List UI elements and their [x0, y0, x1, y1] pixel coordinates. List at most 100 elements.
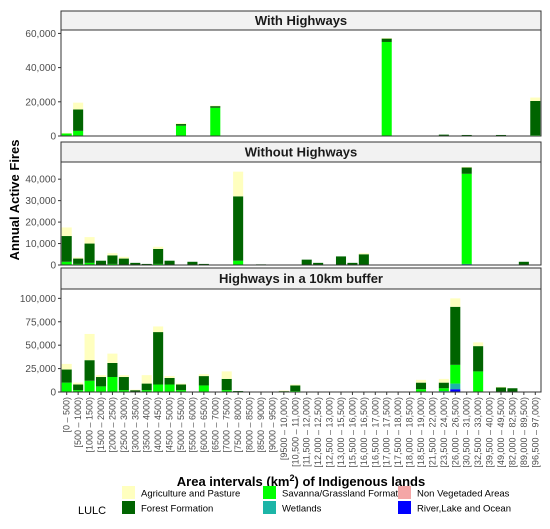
- bar-segment-savanna: [198, 385, 209, 392]
- bar-segment-savanna: [164, 384, 175, 392]
- x-tick-label: [9000 – 9500): [267, 397, 277, 453]
- bar-segment-agri: [84, 237, 95, 244]
- legend-label-nonveg: Non Vegetaded Areas: [417, 489, 510, 500]
- plot-area: [60, 288, 542, 393]
- bar-segment-agri: [175, 383, 187, 385]
- panel-title: With Highways: [255, 13, 347, 28]
- bar-segment-forest: [107, 362, 118, 378]
- legend-label-water: River,Lake and Ocean: [417, 504, 511, 515]
- x-tick-label: [7000 – 7500): [222, 397, 232, 453]
- bar-segment-forest: [358, 254, 369, 265]
- y-tick-label: 0: [50, 261, 56, 272]
- legend: LULC Agriculture and Pasture Savanna/Grass…: [78, 486, 511, 517]
- bar-segment-forest: [141, 383, 152, 391]
- bar-segment-agri: [278, 390, 289, 392]
- x-tick-label: [30,500 – 31,000): [462, 397, 472, 468]
- x-tick-label: [1500 – 2000): [96, 397, 106, 453]
- x-tick-label: [500 – 1000): [73, 397, 83, 448]
- bar-segment-wetlands: [461, 263, 472, 265]
- bar-segment-forest: [518, 261, 529, 265]
- bar-segment-forest: [507, 388, 518, 392]
- y-tick-label: 30,000: [25, 196, 56, 207]
- x-tick-label: [1000 – 1500): [85, 397, 95, 453]
- bar-segment-agri: [461, 166, 472, 168]
- bar-segment-forest: [95, 377, 107, 387]
- bar-segment-savanna: [381, 41, 392, 136]
- bar-segment-forest: [233, 196, 244, 261]
- bar-segment-savanna: [415, 389, 427, 392]
- bar-segment-forest: [84, 243, 95, 263]
- x-tick-label: [10,500 – 11,000): [290, 397, 300, 467]
- bar-segment-agri: [153, 246, 164, 249]
- x-tick-label: [6000 – 6500): [199, 397, 209, 453]
- bar-segment-forest: [164, 377, 175, 385]
- y-tick-label: 40,000: [25, 175, 56, 186]
- bar-segment-forest: [130, 390, 141, 392]
- bar-segment-savanna: [141, 390, 152, 392]
- bar-segment-savanna: [107, 377, 118, 392]
- y-tick-label: 25,000: [25, 364, 56, 375]
- bar-segment-forest: [164, 260, 175, 265]
- bar-segment-savanna: [221, 390, 232, 392]
- bar-segment-forest: [61, 369, 72, 383]
- x-tick-label: [18,000 – 18,500): [405, 397, 415, 468]
- y-tick-label: 0: [50, 132, 56, 143]
- bar-segment-savanna: [210, 107, 221, 136]
- legend-label-forest: Forest Formation: [141, 504, 213, 515]
- bar-segment-forest: [461, 134, 472, 136]
- legend-label-savanna: Savanna/Grassland Formation: [282, 489, 411, 500]
- bar-segment-agri: [438, 378, 449, 383]
- bar-segment-agri: [73, 257, 84, 259]
- bar-segment-agri: [61, 227, 72, 237]
- bar-segment-forest: [73, 258, 84, 264]
- panel-3: Highways in a 10km buffer 0 25,000 50,000 75…: [20, 267, 542, 399]
- bar-segment-forest: [313, 262, 324, 265]
- y-tick-label: 60,000: [25, 29, 56, 40]
- y-tick-label: 20,000: [25, 97, 56, 108]
- bar-segment-forest: [153, 248, 164, 264]
- x-tick-label: [3000 – 3500): [130, 397, 140, 453]
- bar-segment-agri: [175, 123, 187, 125]
- bar-segment-agri: [95, 375, 107, 378]
- bar-segment-forest: [84, 360, 95, 381]
- bar-segment-savanna: [107, 263, 118, 265]
- legend-swatch-agri: [122, 486, 135, 499]
- plot-border: [60, 161, 542, 266]
- x-tick-label: [5000 – 5500): [176, 397, 186, 453]
- x-tick-label: [4500 – 5000): [165, 397, 175, 453]
- x-tick-label: [16,000 – 16,500): [359, 397, 369, 468]
- legend-swatch-water: [398, 501, 411, 514]
- bar-segment-savanna: [461, 173, 472, 264]
- bar-segment-forest: [73, 109, 84, 131]
- bar-segment-agri: [358, 253, 369, 255]
- bar-segment-savanna: [175, 390, 187, 392]
- bar-segment-agri: [141, 375, 152, 384]
- bar-segment-savanna: [473, 371, 484, 392]
- bar-segment-forest: [107, 255, 118, 264]
- bar-segment-forest: [335, 256, 347, 265]
- x-tick-label: [32,500 – 33,000): [473, 397, 483, 468]
- bar-segment-agri: [415, 379, 427, 383]
- x-tick-label: [9500 – 10,000): [279, 397, 289, 460]
- bar-segment-agri: [73, 102, 84, 110]
- x-tick-label: [0 – 500): [62, 397, 72, 433]
- bar-segment-forest: [438, 134, 449, 136]
- bar-segment-savanna: [450, 364, 461, 384]
- plot-border: [60, 288, 542, 393]
- bar-segment-forest: [221, 378, 232, 391]
- x-tick-label: [49,000 – 49,500): [496, 397, 506, 468]
- x-tick-label: [16,500 – 17,000): [370, 397, 380, 468]
- x-tick-label: [39,500 – 40,000): [485, 397, 495, 468]
- bar-segment-savanna: [61, 261, 72, 265]
- panel-1: With Highways 0 20,000 40,000 60,000: [25, 10, 542, 143]
- bar-segment-forest: [473, 346, 484, 372]
- y-axis-title: Annual Active Fires: [7, 140, 22, 261]
- bar-segment-agri: [198, 374, 209, 377]
- bar-segment-forest: [118, 258, 129, 265]
- panel-title: Without Highways: [245, 145, 358, 160]
- legend-label-agri: Agriculture and Pasture: [141, 489, 240, 500]
- bar-segment-agri: [118, 256, 129, 259]
- bar-segment-agri: [495, 386, 507, 388]
- y-tick-label: 20,000: [25, 218, 56, 229]
